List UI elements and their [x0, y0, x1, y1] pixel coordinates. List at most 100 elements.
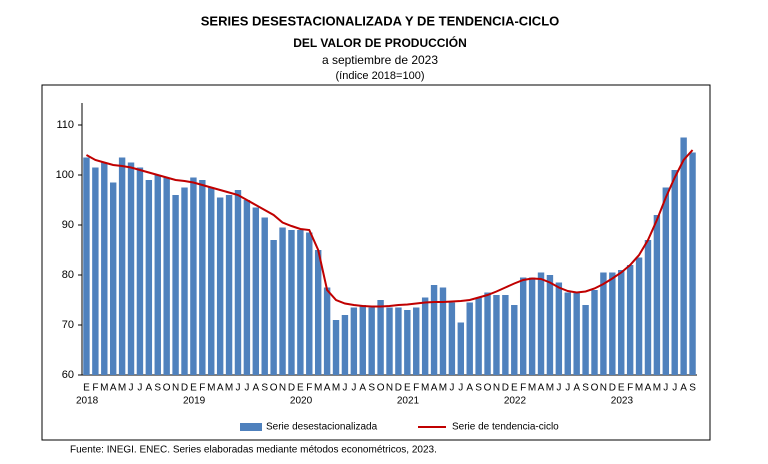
x-tick-label: N: [493, 383, 500, 394]
x-tick-label: J: [129, 383, 134, 394]
x-tick-label: E: [618, 383, 625, 394]
bar: [83, 157, 90, 375]
x-tick-label: S: [689, 383, 696, 394]
bar: [270, 240, 277, 375]
x-tick-label: M: [421, 383, 429, 394]
x-tick-label: E: [297, 383, 304, 394]
bar: [252, 207, 260, 375]
x-tick-label: M: [635, 383, 643, 394]
x-tick-label: A: [146, 383, 153, 394]
x-tick-label: J: [342, 383, 347, 394]
x-tick-label: J: [556, 383, 561, 394]
bar: [172, 195, 179, 375]
x-tick-label: M: [332, 383, 340, 394]
x-tick-label: A: [359, 383, 366, 394]
bar: [439, 287, 447, 375]
x-tick-label: J: [244, 383, 249, 394]
bar: [457, 322, 465, 375]
bar: [109, 182, 117, 375]
x-tick-label: F: [92, 383, 98, 394]
x-tick-label: D: [181, 383, 188, 394]
year-label: 2020: [290, 396, 313, 407]
x-tick-label: J: [672, 383, 677, 394]
x-tick-label: N: [600, 383, 607, 394]
x-tick-label: J: [458, 383, 463, 394]
bar: [573, 292, 580, 375]
x-tick-label: D: [288, 383, 295, 394]
bar: [404, 310, 411, 375]
bar: [377, 300, 384, 375]
footnote: Fuente: INEGI. ENEC. Series elaboradas m…: [70, 445, 437, 456]
x-tick-label: J: [137, 383, 142, 394]
year-label: 2023: [611, 396, 634, 407]
y-tick-label: 100: [56, 169, 74, 181]
x-tick-label: M: [207, 383, 215, 394]
x-tick-label: D: [502, 383, 509, 394]
x-tick-label: N: [386, 383, 393, 394]
x-tick-label: S: [582, 383, 589, 394]
bar: [609, 272, 616, 375]
bar: [493, 295, 500, 375]
bar: [297, 230, 304, 375]
bar: [234, 190, 242, 375]
x-tick-label: M: [118, 383, 126, 394]
year-label: 2021: [397, 396, 420, 407]
bar: [689, 152, 696, 375]
bar: [163, 177, 170, 375]
bar: [323, 287, 331, 375]
x-tick-label: J: [565, 383, 570, 394]
bar: [546, 275, 554, 375]
x-tick-label: A: [680, 383, 687, 394]
bar: [118, 157, 126, 375]
x-tick-label: E: [511, 383, 518, 394]
bar: [484, 292, 491, 375]
x-tick-label: F: [306, 383, 312, 394]
bar: [199, 180, 206, 375]
bar: [127, 162, 135, 375]
chart-subtitle: (índice 2018=100): [336, 70, 425, 82]
year-label: 2018: [76, 396, 99, 407]
legend-label: Serie desestacionalizada: [266, 422, 378, 433]
x-tick-label: O: [270, 383, 278, 394]
bar: [421, 297, 429, 375]
bar: [618, 270, 625, 375]
bar: [288, 230, 295, 375]
x-tick-label: A: [645, 383, 652, 394]
bar: [386, 307, 393, 375]
bar: [537, 272, 545, 375]
x-tick-label: D: [395, 383, 402, 394]
bar: [680, 137, 687, 375]
bar: [564, 292, 571, 375]
x-tick-label: A: [538, 383, 545, 394]
x-tick-label: M: [528, 383, 536, 394]
x-tick-label: S: [368, 383, 375, 394]
y-tick-label: 80: [62, 269, 74, 281]
x-tick-label: S: [261, 383, 268, 394]
bar: [314, 250, 322, 375]
y-tick-label: 90: [62, 219, 74, 231]
x-tick-label: F: [199, 383, 205, 394]
x-tick-label: A: [324, 383, 331, 394]
x-tick-label: J: [351, 383, 356, 394]
x-tick-label: N: [279, 383, 286, 394]
x-tick-label: M: [439, 383, 447, 394]
x-tick-label: O: [163, 383, 171, 394]
x-tick-label: O: [377, 383, 385, 394]
x-tick-label: J: [235, 383, 240, 394]
bar: [635, 257, 643, 375]
x-tick-label: O: [484, 383, 492, 394]
bar: [644, 240, 652, 375]
bar: [190, 177, 197, 375]
bar: [430, 285, 438, 375]
bar: [368, 307, 375, 375]
x-tick-label: F: [413, 383, 419, 394]
bar: [591, 290, 598, 375]
x-tick-label: N: [172, 383, 179, 394]
x-tick-label: S: [154, 383, 161, 394]
bar: [341, 315, 349, 375]
bar: [555, 282, 563, 375]
x-tick-label: F: [520, 383, 526, 394]
x-tick-label: D: [609, 383, 616, 394]
x-tick-label: E: [190, 383, 197, 394]
bar: [671, 170, 678, 375]
